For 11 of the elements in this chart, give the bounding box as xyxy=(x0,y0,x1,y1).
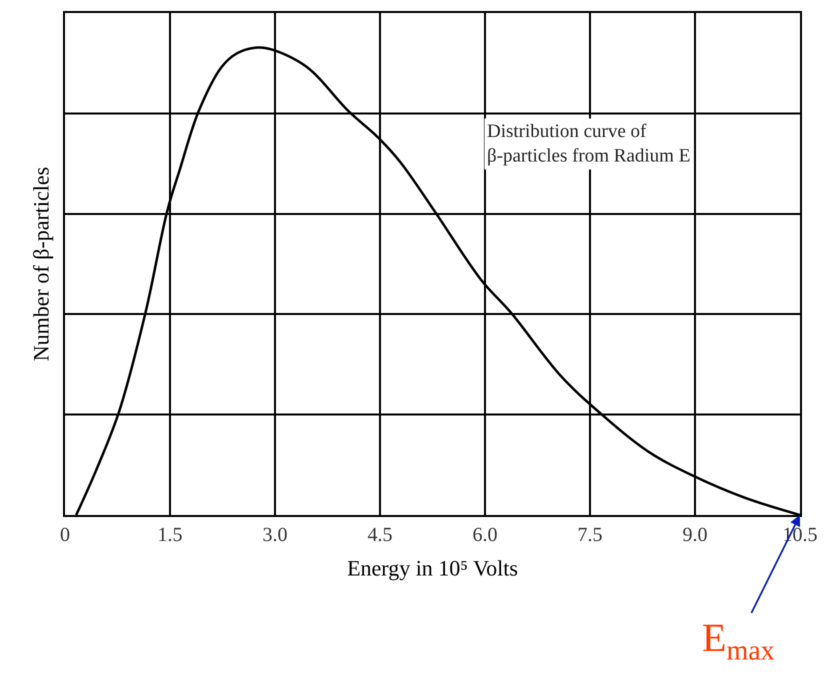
annotation: E$_{max}$ xyxy=(702,615,775,666)
x-tick-label: 7.5 xyxy=(578,524,602,546)
x-axis-title: Energy in 10⁵ Volts xyxy=(347,555,518,580)
x-tick-label: 0 xyxy=(60,524,70,546)
y-axis-title: Number of β-particles xyxy=(28,166,54,362)
x-tick-label: 1.5 xyxy=(158,524,182,546)
x-tick-label: 9.0 xyxy=(682,524,708,546)
x-tick-label: 4.5 xyxy=(368,524,392,546)
x-tick-label: 3.0 xyxy=(262,524,288,546)
annotation: Distribution curve of β-particles from Radium E xyxy=(487,121,690,167)
x-tick-label: 6.0 xyxy=(472,524,498,546)
